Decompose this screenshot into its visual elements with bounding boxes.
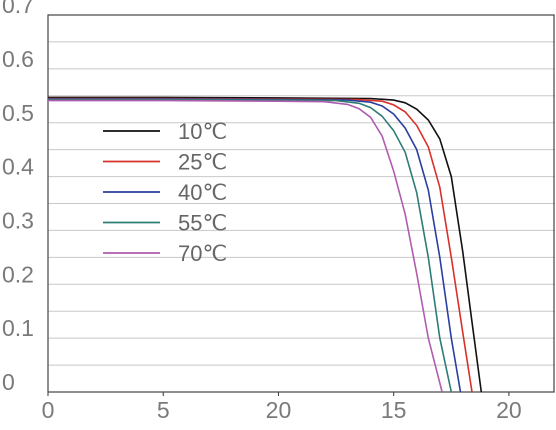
line-series <box>48 98 462 393</box>
x-tick-label: 20 <box>266 397 292 423</box>
y-tick-label: 0.3 <box>2 208 34 234</box>
y-tick-label: 0 <box>2 369 15 395</box>
legend-label: 40℃ <box>178 180 227 205</box>
x-tick-label: 15 <box>381 397 407 423</box>
y-tick-label: 0.6 <box>2 46 34 72</box>
y-tick-label: 0.1 <box>2 315 34 341</box>
y-tick-label: 0.5 <box>2 100 34 126</box>
line-series <box>48 98 453 393</box>
plot-frame <box>47 14 555 393</box>
legend-label: 70℃ <box>178 241 227 266</box>
x-tick-label: 0 <box>42 397 55 423</box>
line-series <box>48 99 443 393</box>
y-tick-label: 0.2 <box>2 261 34 287</box>
legend-label: 55℃ <box>178 210 227 235</box>
y-tick-label: 0.7 <box>2 0 34 18</box>
y-tick-label: 0.4 <box>2 154 34 180</box>
line-series <box>48 97 473 393</box>
x-tick-label: 20 <box>496 397 522 423</box>
line-series <box>48 96 483 393</box>
x-tick-label: 5 <box>157 397 170 423</box>
legend-label: 25℃ <box>178 149 227 174</box>
legend-label: 10℃ <box>178 119 227 144</box>
